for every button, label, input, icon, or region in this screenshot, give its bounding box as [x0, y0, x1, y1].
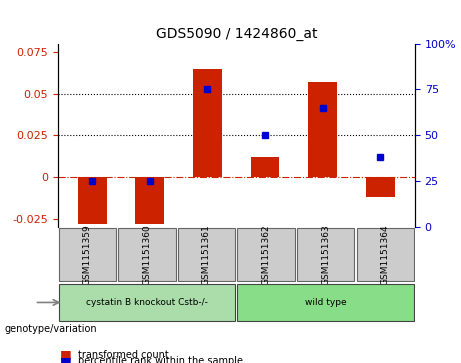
- FancyBboxPatch shape: [118, 228, 176, 281]
- FancyBboxPatch shape: [59, 284, 235, 321]
- Text: ■: ■: [60, 355, 71, 363]
- Text: wild type: wild type: [305, 298, 346, 307]
- Bar: [366, 177, 395, 197]
- Text: cystatin B knockout Cstb-/-: cystatin B knockout Cstb-/-: [86, 298, 208, 307]
- Text: genotype/variation: genotype/variation: [5, 323, 97, 334]
- FancyBboxPatch shape: [297, 228, 354, 281]
- Text: GSM1151364: GSM1151364: [381, 224, 390, 285]
- Text: GSM1151361: GSM1151361: [202, 224, 211, 285]
- Text: transformed count: transformed count: [78, 350, 169, 360]
- Text: GSM1151363: GSM1151363: [321, 224, 330, 285]
- Text: GSM1151359: GSM1151359: [83, 224, 92, 285]
- Bar: [193, 69, 222, 177]
- Bar: [78, 177, 106, 224]
- FancyBboxPatch shape: [356, 228, 414, 281]
- FancyBboxPatch shape: [59, 228, 116, 281]
- Text: percentile rank within the sample: percentile rank within the sample: [78, 356, 243, 363]
- Bar: [251, 157, 279, 177]
- FancyBboxPatch shape: [237, 228, 295, 281]
- Text: GSM1151360: GSM1151360: [142, 224, 152, 285]
- FancyBboxPatch shape: [237, 284, 414, 321]
- FancyBboxPatch shape: [178, 228, 235, 281]
- Text: GSM1151362: GSM1151362: [261, 224, 271, 285]
- Title: GDS5090 / 1424860_at: GDS5090 / 1424860_at: [155, 27, 317, 41]
- Bar: [308, 82, 337, 177]
- Text: ■: ■: [60, 348, 71, 362]
- Bar: [136, 177, 164, 224]
